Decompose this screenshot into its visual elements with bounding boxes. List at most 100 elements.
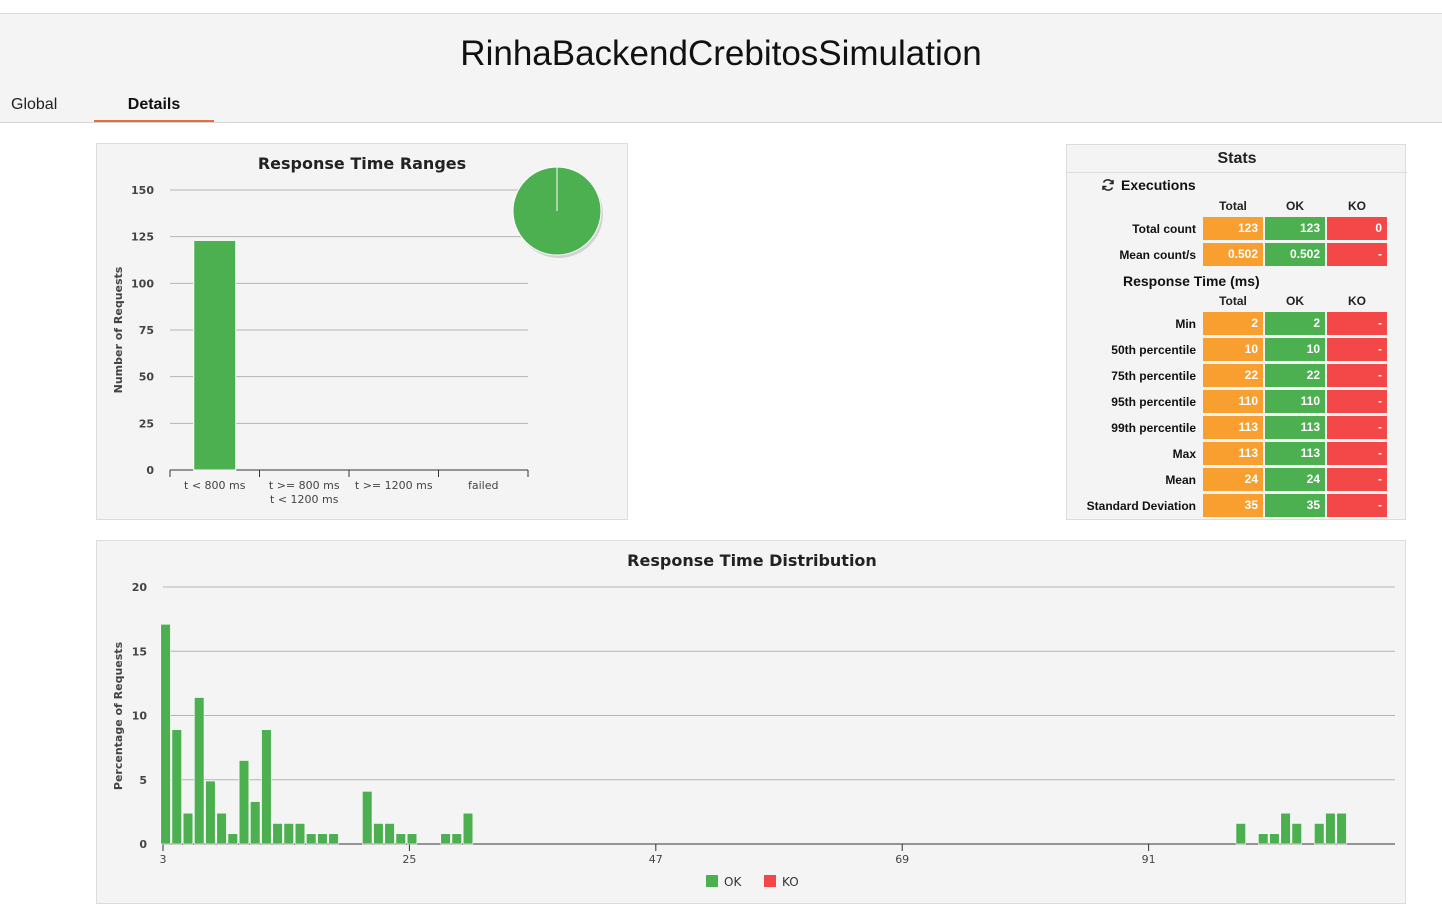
- dist-bar-ok: [362, 791, 373, 845]
- response-time-heading: Response Time (ms): [1123, 273, 1260, 289]
- stat-cell-ok: 35: [1265, 494, 1325, 517]
- dist-bar-ok: [160, 623, 171, 845]
- tab-global[interactable]: Global: [11, 96, 58, 113]
- stat-row-label: 50th percentile: [1111, 343, 1196, 357]
- top-divider: [0, 13, 1442, 14]
- dist-x-tick-label: 25: [402, 853, 416, 866]
- stat-cell-ok: 0.502: [1265, 243, 1325, 266]
- col-header-ko: KO: [1348, 294, 1366, 308]
- dist-bar-ok: [1291, 823, 1302, 845]
- dist-bar-ok: [1314, 823, 1325, 845]
- dist-bar-ok: [250, 801, 261, 845]
- response-time-ranges-chart: Response Time Ranges Number of Requests …: [112, 154, 603, 506]
- ranges-y-tick-label: 25: [139, 417, 154, 430]
- stat-row-label: 75th percentile: [1111, 369, 1196, 383]
- stat-row-label: Total count: [1132, 222, 1196, 236]
- dist-bar-ok: [171, 729, 182, 845]
- stat-cell-ok: 123: [1265, 217, 1325, 240]
- dist-y-tick-label: 20: [132, 581, 148, 594]
- dist-bar-ok: [462, 812, 474, 845]
- response-time-ranges-panel: Response Time Ranges Number of Requests …: [96, 143, 628, 520]
- dist-bar-ok: [406, 833, 418, 845]
- dist-bar-ok: [238, 760, 250, 845]
- dist-bar-ok: [451, 833, 462, 845]
- stat-cell-ko: 0: [1327, 217, 1387, 240]
- stat-row-label: Max: [1172, 447, 1196, 461]
- dist-bar-ok: [373, 823, 384, 845]
- ranges-y-tick-label: 0: [146, 464, 154, 477]
- stat-cell-ok: 110: [1265, 390, 1325, 413]
- dist-x-tick-label: 3: [160, 853, 167, 866]
- legend-swatch-ko: [764, 875, 776, 887]
- stat-cell-total: 2: [1203, 312, 1263, 335]
- refresh-icon: [1101, 178, 1115, 192]
- ranges-x-tick-label: failed: [468, 479, 498, 492]
- col-header-ok: OK: [1286, 294, 1304, 308]
- stat-row-label: Mean count/s: [1119, 248, 1196, 262]
- dist-bar-ok: [216, 812, 227, 845]
- dist-bar-ok: [306, 833, 317, 845]
- ranges-bar: [193, 239, 237, 471]
- dist-bar-ok: [182, 812, 194, 845]
- dist-bar-ok: [1336, 812, 1347, 845]
- tab-details[interactable]: Details: [94, 96, 214, 122]
- ranges-chart-title: Response Time Ranges: [258, 154, 466, 173]
- stats-divider: [1067, 172, 1407, 173]
- stat-cell-total: 113: [1203, 416, 1263, 439]
- dist-y-tick-label: 15: [132, 645, 147, 658]
- ranges-x-tick-label: t >= 1200 ms: [355, 479, 433, 492]
- stat-cell-ko: -: [1327, 312, 1387, 335]
- dist-bar-ok: [1269, 833, 1280, 845]
- stat-cell-ko: -: [1327, 442, 1387, 465]
- ranges-x-tick-label: t < 1200 ms: [270, 493, 339, 506]
- dist-y-tick-label: 10: [132, 710, 148, 723]
- stat-row-label: Mean: [1165, 473, 1196, 487]
- stat-cell-total: 35: [1203, 494, 1263, 517]
- dist-y-tick-label: 5: [139, 774, 147, 787]
- col-header-ok: OK: [1286, 199, 1304, 213]
- stat-cell-ok: 10: [1265, 338, 1325, 361]
- dist-bar-ok: [294, 823, 306, 845]
- dist-bar-ok: [317, 833, 328, 845]
- stat-cell-total: 113: [1203, 442, 1263, 465]
- dist-y-tick-label: 0: [139, 838, 147, 851]
- executions-heading: Executions: [1121, 177, 1196, 193]
- distribution-y-axis-label: Percentage of Requests: [112, 641, 125, 790]
- stat-cell-ko: -: [1327, 338, 1387, 361]
- stat-row-label: Min: [1175, 317, 1196, 331]
- dist-bar-ok: [1280, 812, 1291, 845]
- stat-cell-ok: 2: [1265, 312, 1325, 335]
- stat-cell-ok: 22: [1265, 364, 1325, 387]
- stat-cell-total: 110: [1203, 390, 1263, 413]
- dist-bar-ok: [440, 833, 451, 845]
- dist-x-tick-label: 91: [1142, 853, 1156, 866]
- stat-cell-ko: -: [1327, 494, 1387, 517]
- stat-row-label: 99th percentile: [1111, 421, 1196, 435]
- dist-bar-ok: [328, 833, 339, 845]
- distribution-chart-title: Response Time Distribution: [627, 551, 877, 570]
- stat-cell-ko: -: [1327, 390, 1387, 413]
- stat-cell-total: 0.502: [1203, 243, 1263, 266]
- page-title: RinhaBackendCrebitosSimulation: [460, 34, 982, 73]
- ranges-y-tick-label: 75: [139, 324, 154, 337]
- col-header-ko: KO: [1348, 199, 1366, 213]
- stat-cell-ko: -: [1327, 364, 1387, 387]
- col-header-total: Total: [1219, 199, 1247, 213]
- dist-bar-ok: [1235, 823, 1246, 845]
- dist-bar-ok: [1258, 833, 1269, 845]
- ranges-y-axis-label: Number of Requests: [112, 266, 125, 393]
- stat-row-label: Standard Deviation: [1086, 499, 1196, 513]
- dist-bar-ok: [194, 697, 205, 845]
- dist-x-tick-label: 69: [895, 853, 909, 866]
- ranges-y-tick-label: 125: [131, 231, 154, 244]
- stat-cell-ko: -: [1327, 243, 1387, 266]
- dist-bar-ok: [227, 833, 238, 845]
- stat-cell-total: 22: [1203, 364, 1263, 387]
- stat-cell-ko: -: [1327, 416, 1387, 439]
- dist-bar-ok: [395, 833, 406, 845]
- ranges-y-tick-label: 50: [139, 371, 155, 384]
- dist-x-tick-label: 47: [649, 853, 663, 866]
- stat-cell-ko: -: [1327, 468, 1387, 491]
- col-header-total: Total: [1219, 294, 1247, 308]
- ranges-x-tick-label: t >= 800 ms: [269, 479, 340, 492]
